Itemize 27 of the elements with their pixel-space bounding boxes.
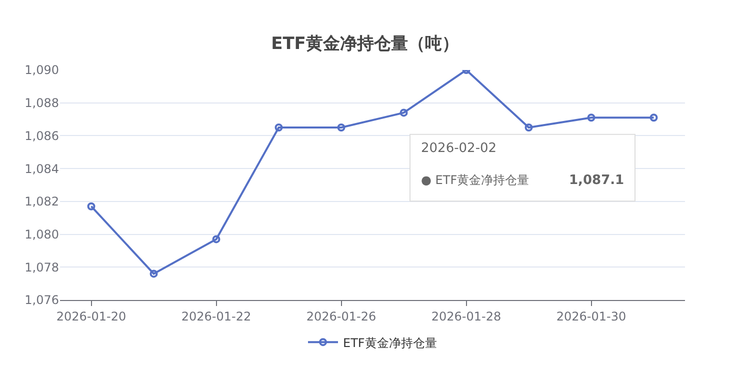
x-tick-label: 2026-01-26 (306, 309, 376, 324)
x-tick-label: 2026-01-28 (431, 309, 502, 324)
y-tick-label: 1,082 (24, 194, 59, 209)
point (524, 124, 533, 132)
y-tick-label: 1,088 (24, 96, 59, 110)
point (274, 124, 283, 132)
point (150, 270, 158, 278)
legend-label: ETF黄金净持仓量 (343, 336, 437, 350)
x-tick-label: 2026-01-22 (181, 309, 252, 324)
y-tick-label: 1,078 (24, 260, 59, 274)
annotation: 1,087.1 (569, 173, 624, 188)
x-tick-label: 2026-01-30 (556, 309, 626, 324)
y-tick-label: 1,090 (24, 63, 59, 78)
point (650, 114, 658, 122)
point (587, 114, 596, 122)
point (87, 202, 96, 210)
x-tick-label: 2026-01-20 (56, 309, 126, 324)
y-tick-label: 1,076 (24, 293, 59, 308)
point (337, 124, 346, 132)
y-tick-label: 1,086 (24, 128, 59, 143)
point (400, 108, 408, 117)
y-tick-label: 1,080 (24, 227, 59, 242)
annotation: ● ETF黄金净持仓量 (421, 173, 530, 187)
annotation: 2026-02-02 (421, 141, 497, 156)
y-tick-label: 1,084 (24, 162, 59, 176)
point (212, 235, 220, 244)
chart-title: ETF黄金净持仓量（吨） (271, 34, 459, 54)
